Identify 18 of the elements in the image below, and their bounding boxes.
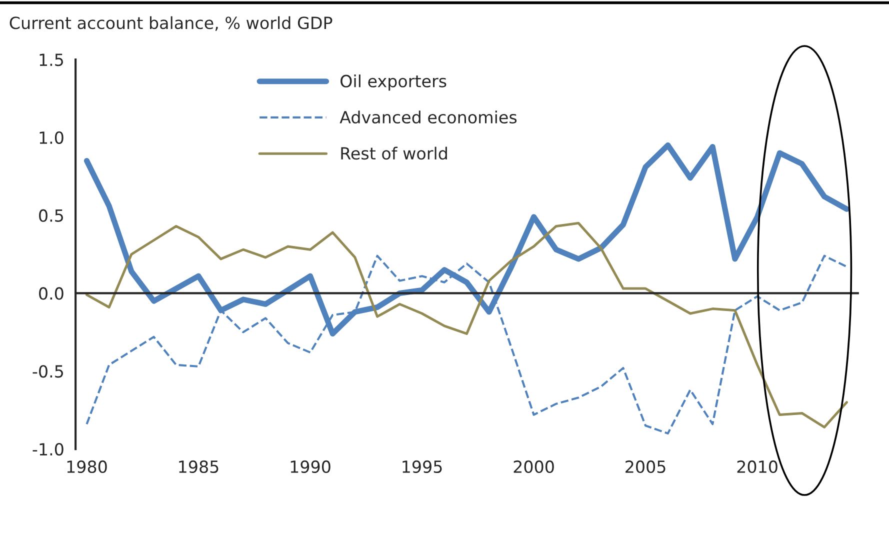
y-tick-label: 0.5 [39,209,63,222]
x-tick-label: 2010 [737,460,778,474]
y-tick-label: 0.0 [39,287,64,300]
x-tick-label: 1990 [290,460,330,474]
x-tick-label: 1980 [67,460,107,474]
legend-label: Oil exporters [340,74,446,91]
x-tick-label: 1995 [402,460,442,474]
x-tick-label: 1985 [179,460,218,474]
legend-label: Advanced economies [340,110,517,124]
x-tick-label: 2000 [514,460,554,474]
y-tick-label: -1.0 [32,442,64,456]
x-tick-label: 2005 [626,460,666,474]
chart-title: Current account balance, % world GDP [10,16,332,31]
y-tick-label: -0.5 [32,365,63,378]
line-series [85,222,848,428]
legend-label: Rest of world [341,146,447,160]
y-tick-label: 1.0 [40,131,64,144]
y-tick-label: 1.5 [40,54,63,66]
